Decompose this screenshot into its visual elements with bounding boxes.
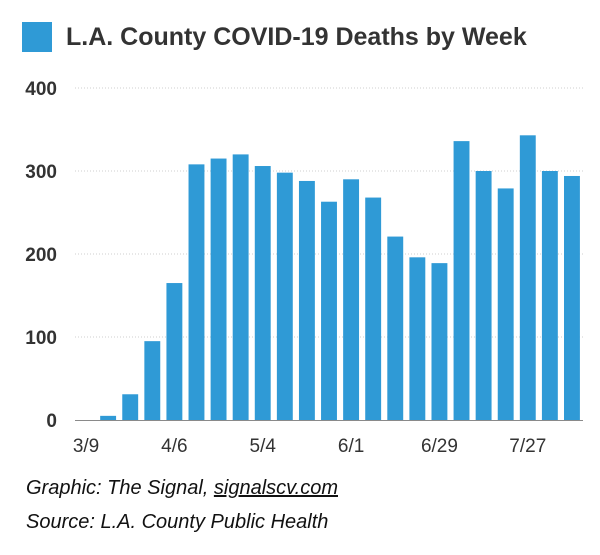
bar xyxy=(100,415,117,420)
graphic-credit-text: Graphic: The Signal, xyxy=(26,477,214,499)
bar xyxy=(210,158,227,421)
bar xyxy=(254,166,271,420)
bar xyxy=(519,135,536,420)
x-tick-label: 6/29 xyxy=(421,436,458,457)
bar-chart: 0 100 200 300 400 3/9 4/6 5/4 6/1 6/29 7/27 xyxy=(25,79,583,457)
source-credit: Source: L.A. County Public Health xyxy=(26,511,329,533)
chart-title: L.A. County COVID-19 Deaths by Week xyxy=(66,22,527,51)
x-tick-label: 3/9 xyxy=(73,436,99,457)
x-tick-label: 7/27 xyxy=(509,436,546,457)
bar xyxy=(144,341,161,420)
legend-swatch xyxy=(22,22,52,52)
graphic-credit: Graphic: The Signal, signalscv.com xyxy=(26,477,338,500)
bar xyxy=(122,394,139,420)
bar xyxy=(232,154,249,420)
bar xyxy=(453,141,470,420)
y-tick-label: 300 xyxy=(25,162,57,183)
y-tick-label: 400 xyxy=(25,79,57,100)
y-tick-label: 0 xyxy=(46,411,57,432)
y-tick-label: 200 xyxy=(25,245,57,266)
bar xyxy=(321,201,337,420)
bar xyxy=(387,236,404,420)
x-tick-label: 5/4 xyxy=(250,436,277,457)
x-tick-label: 6/1 xyxy=(338,436,364,457)
bar xyxy=(298,180,315,420)
bar xyxy=(564,175,580,420)
bar xyxy=(188,164,205,420)
bar xyxy=(166,283,183,420)
bar xyxy=(276,172,293,420)
bar xyxy=(365,197,382,420)
bar xyxy=(497,188,514,420)
bar xyxy=(541,171,558,420)
bar xyxy=(343,179,360,420)
signal-link[interactable]: signalscv.com xyxy=(213,477,338,499)
legend: L.A. County COVID-19 Deaths by Week xyxy=(22,20,527,54)
bar xyxy=(475,171,492,420)
x-tick-label: 4/6 xyxy=(161,436,187,457)
y-tick-label: 100 xyxy=(25,328,57,349)
bar xyxy=(409,257,426,420)
bar xyxy=(431,263,448,420)
